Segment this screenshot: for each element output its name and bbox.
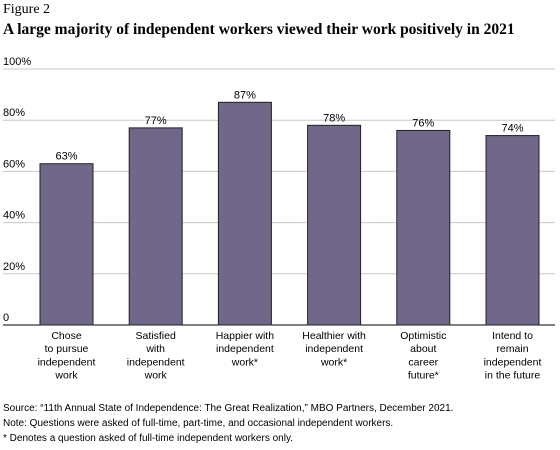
bar (128, 127, 183, 326)
y-tick-label: 40% (3, 210, 25, 222)
data-label: 77% (145, 115, 167, 127)
bar (217, 101, 272, 326)
data-label: 63% (55, 151, 77, 163)
bar (396, 129, 451, 326)
x-tick-label: Satisfied with independent work (127, 330, 185, 382)
bar (307, 124, 362, 326)
question-note: Note: Questions were asked of full-time,… (3, 418, 394, 429)
x-tick-label: Optimistic about career future* (400, 330, 446, 382)
y-tick-label: 0 (3, 312, 9, 324)
bar-chart: 0 20% 40% 60% 80% 100% 63% Chose to pursue indepe… (3, 56, 555, 382)
x-tick-label: Healthier with independent work* (302, 330, 366, 368)
x-tick-label: Chose to pursue independent work (38, 330, 96, 382)
data-label: 76% (412, 117, 434, 129)
y-tick-label: 80% (3, 107, 25, 119)
data-label: 87% (234, 89, 256, 101)
source-note: Source: “11th Annual State of Independen… (3, 403, 454, 414)
chart-title: A large majority of independent workers … (3, 21, 515, 38)
y-tick-label: 100% (3, 56, 31, 68)
y-tick-label: 60% (3, 158, 25, 170)
bar (39, 163, 94, 326)
x-tick-label: Intend to remain independent in the future (484, 330, 542, 382)
bar (485, 135, 540, 326)
asterisk-note: * Denotes a question asked of full-time … (3, 433, 293, 444)
data-label: 74% (501, 123, 523, 135)
data-label: 78% (323, 112, 345, 124)
x-tick-label: Happier with independent work* (216, 330, 275, 368)
y-tick-label: 20% (3, 261, 25, 273)
figure-label: Figure 2 (3, 2, 51, 17)
